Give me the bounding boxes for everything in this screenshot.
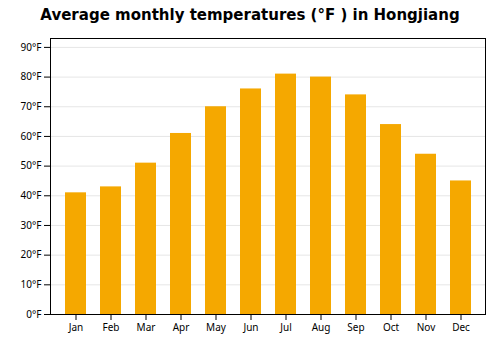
svg-text:Aug: Aug xyxy=(312,320,331,334)
svg-text:30°F: 30°F xyxy=(21,218,42,232)
svg-text:40°F: 40°F xyxy=(21,188,42,202)
svg-text:Apr: Apr xyxy=(173,320,190,334)
svg-text:Jan: Jan xyxy=(68,320,84,334)
svg-text:10°F: 10°F xyxy=(21,277,42,291)
svg-text:Oct: Oct xyxy=(383,320,400,334)
svg-text:0°F: 0°F xyxy=(26,307,41,321)
svg-text:80°F: 80°F xyxy=(21,69,42,83)
svg-text:Mar: Mar xyxy=(137,320,156,334)
svg-text:50°F: 50°F xyxy=(21,158,42,172)
svg-text:May: May xyxy=(206,320,227,334)
svg-text:Feb: Feb xyxy=(103,320,120,334)
svg-text:60°F: 60°F xyxy=(21,129,42,143)
svg-text:20°F: 20°F xyxy=(21,247,42,261)
svg-text:Sep: Sep xyxy=(347,320,364,334)
svg-text:Dec: Dec xyxy=(452,320,470,334)
svg-text:Jul: Jul xyxy=(279,320,292,334)
svg-text:Jun: Jun xyxy=(242,320,258,334)
svg-text:Nov: Nov xyxy=(417,320,436,334)
svg-text:70°F: 70°F xyxy=(21,99,42,113)
svg-text:90°F: 90°F xyxy=(21,40,42,54)
html-text:Average monthly temperatures (: Average monthly temperatures (°F ) in Ho… xyxy=(40,6,460,24)
